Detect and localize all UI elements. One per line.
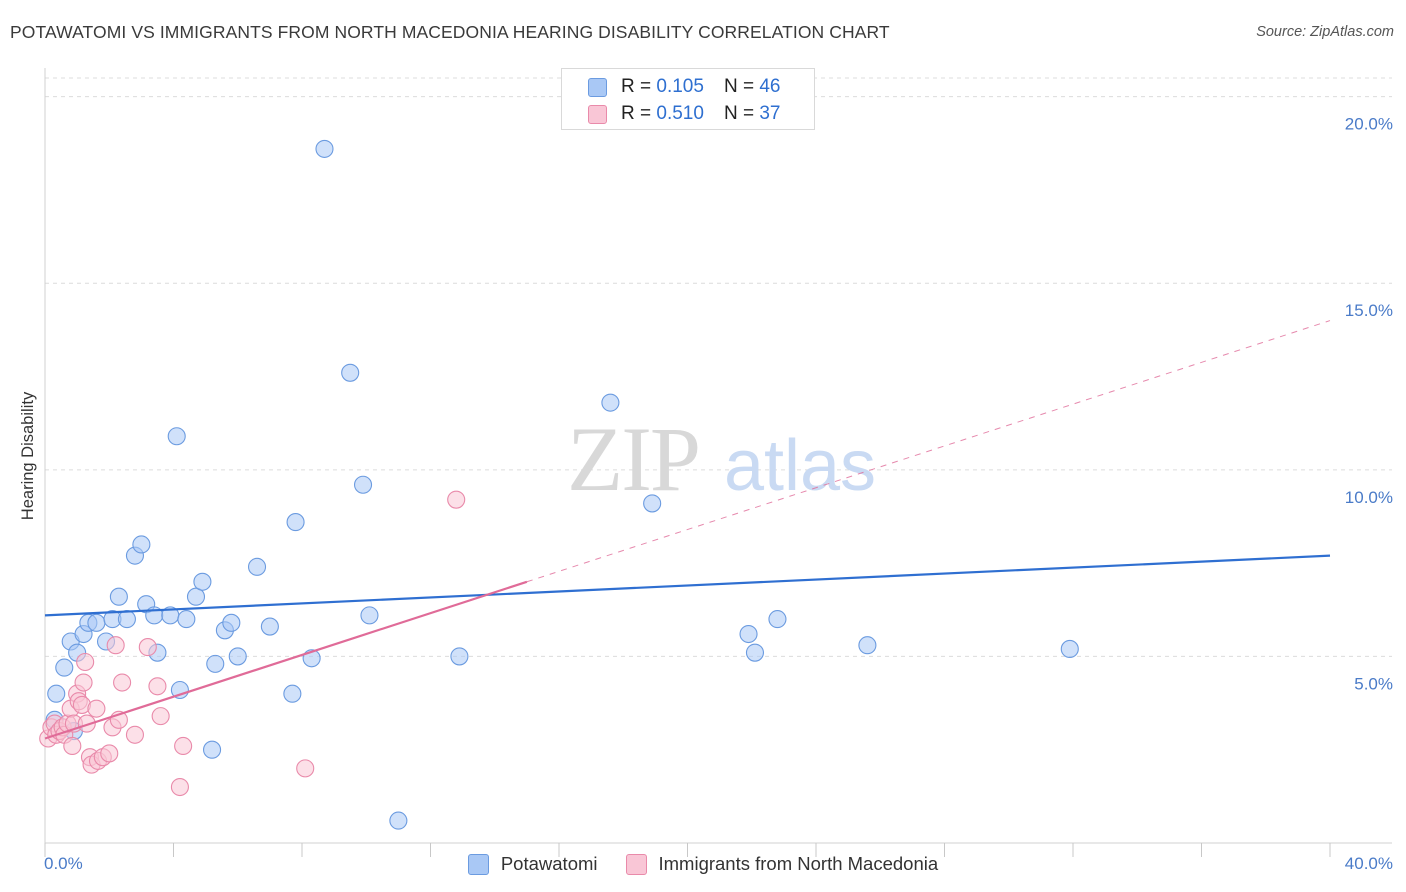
legend-n-label: N = [723, 76, 755, 97]
legend-swatch-macedonia [588, 104, 607, 124]
watermark: ZIP atlas [567, 408, 876, 510]
point-potawatomi [315, 139, 334, 158]
grid-lines [45, 77, 1392, 657]
series-swatch-potawatomi [467, 853, 489, 875]
point-potawatomi [283, 684, 302, 703]
point-potawatomi [858, 636, 877, 655]
point-potawatomi [132, 535, 151, 554]
axes [44, 68, 1392, 857]
legend-row-macedonia: R = 0.510 N = 37 [588, 101, 780, 127]
point-potawatomi [55, 658, 74, 677]
point-potawatomi [286, 513, 305, 532]
point-macedonia [113, 673, 132, 692]
y-tick-label: 10.0% [1345, 488, 1393, 507]
watermark-zip: ZIP [567, 408, 699, 510]
point-potawatomi [47, 684, 66, 703]
watermark-atlas: atlas [724, 426, 876, 506]
point-potawatomi [601, 393, 620, 412]
point-macedonia [138, 638, 157, 657]
legend-n-value: 37 [759, 103, 781, 124]
legend-r-value: 0.105 [656, 76, 704, 97]
point-potawatomi [739, 624, 758, 644]
point-macedonia [100, 744, 119, 763]
point-macedonia [125, 725, 144, 744]
legend-swatch-potawatomi [588, 77, 607, 97]
point-potawatomi [186, 587, 206, 606]
point-macedonia [148, 677, 167, 696]
point-macedonia [447, 490, 466, 509]
stats-legend: R = 0.105 N = 46 R = 0.510 N = 37 [561, 68, 815, 130]
legend-r-label: R = [621, 103, 652, 124]
data-points [39, 139, 1079, 830]
point-potawatomi [203, 740, 222, 759]
point-potawatomi [450, 647, 469, 666]
trend-line-macedonia-extrapolated [526, 320, 1331, 583]
point-potawatomi [745, 643, 765, 662]
series-label-potawatomi: Potawatomi [500, 853, 598, 874]
legend-row-potawatomi: R = 0.105 N = 46 [588, 74, 780, 100]
point-macedonia [170, 777, 189, 797]
y-tick-label: 15.0% [1345, 301, 1393, 320]
series-legend-macedonia: Immigrants from North Macedonia [625, 853, 939, 875]
series-swatch-macedonia [625, 853, 647, 875]
legend-r-label: R = [621, 76, 652, 97]
y-tick-label: 5.0% [1354, 674, 1393, 693]
point-potawatomi [247, 557, 267, 576]
x-tick-label: 40.0% [1345, 854, 1393, 873]
point-potawatomi [109, 587, 128, 606]
point-macedonia [87, 699, 106, 718]
point-potawatomi [389, 811, 408, 830]
point-potawatomi [193, 572, 212, 591]
trend-line-macedonia [44, 580, 528, 740]
point-macedonia [151, 707, 170, 726]
point-macedonia [63, 736, 82, 756]
tick-labels: 5.0% 10.0% 15.0% 20.0% 0.0% 40.0% [44, 115, 1393, 873]
series-legend: Potawatomi Immigrants from North Macedon… [0, 851, 1406, 877]
chart-title: POTAWATOMI VS IMMIGRANTS FROM NORTH MACE… [10, 22, 890, 42]
trend-lines [44, 320, 1331, 740]
point-macedonia [76, 652, 95, 672]
point-macedonia [296, 759, 315, 778]
point-potawatomi [768, 610, 787, 629]
point-potawatomi [117, 610, 136, 629]
y-axis-label: Hearing Disability [19, 391, 37, 520]
trend-line-potawatomi [44, 554, 1331, 617]
point-macedonia [106, 636, 125, 655]
point-macedonia [74, 673, 93, 692]
legend-r-value: 0.510 [656, 103, 704, 124]
point-potawatomi [360, 606, 379, 625]
point-potawatomi [206, 654, 225, 673]
legend-n-value: 46 [759, 76, 781, 97]
point-potawatomi [260, 617, 279, 636]
point-potawatomi [87, 613, 106, 632]
point-potawatomi [167, 427, 186, 446]
y-tick-label: 20.0% [1345, 115, 1393, 134]
point-potawatomi [177, 610, 196, 629]
point-potawatomi [353, 475, 373, 494]
point-potawatomi [228, 647, 247, 666]
legend-n-label: N = [723, 103, 755, 124]
point-macedonia [77, 714, 96, 733]
point-potawatomi [1060, 639, 1079, 659]
series-label-macedonia: Immigrants from North Macedonia [658, 853, 939, 874]
point-potawatomi [222, 613, 241, 632]
series-legend-potawatomi: Potawatomi [467, 853, 598, 875]
point-potawatomi [341, 363, 360, 382]
point-macedonia [174, 736, 193, 756]
point-potawatomi [643, 494, 662, 513]
x-tick-label: 0.0% [44, 854, 83, 873]
source-label: Source: ZipAtlas.com [1256, 24, 1394, 40]
